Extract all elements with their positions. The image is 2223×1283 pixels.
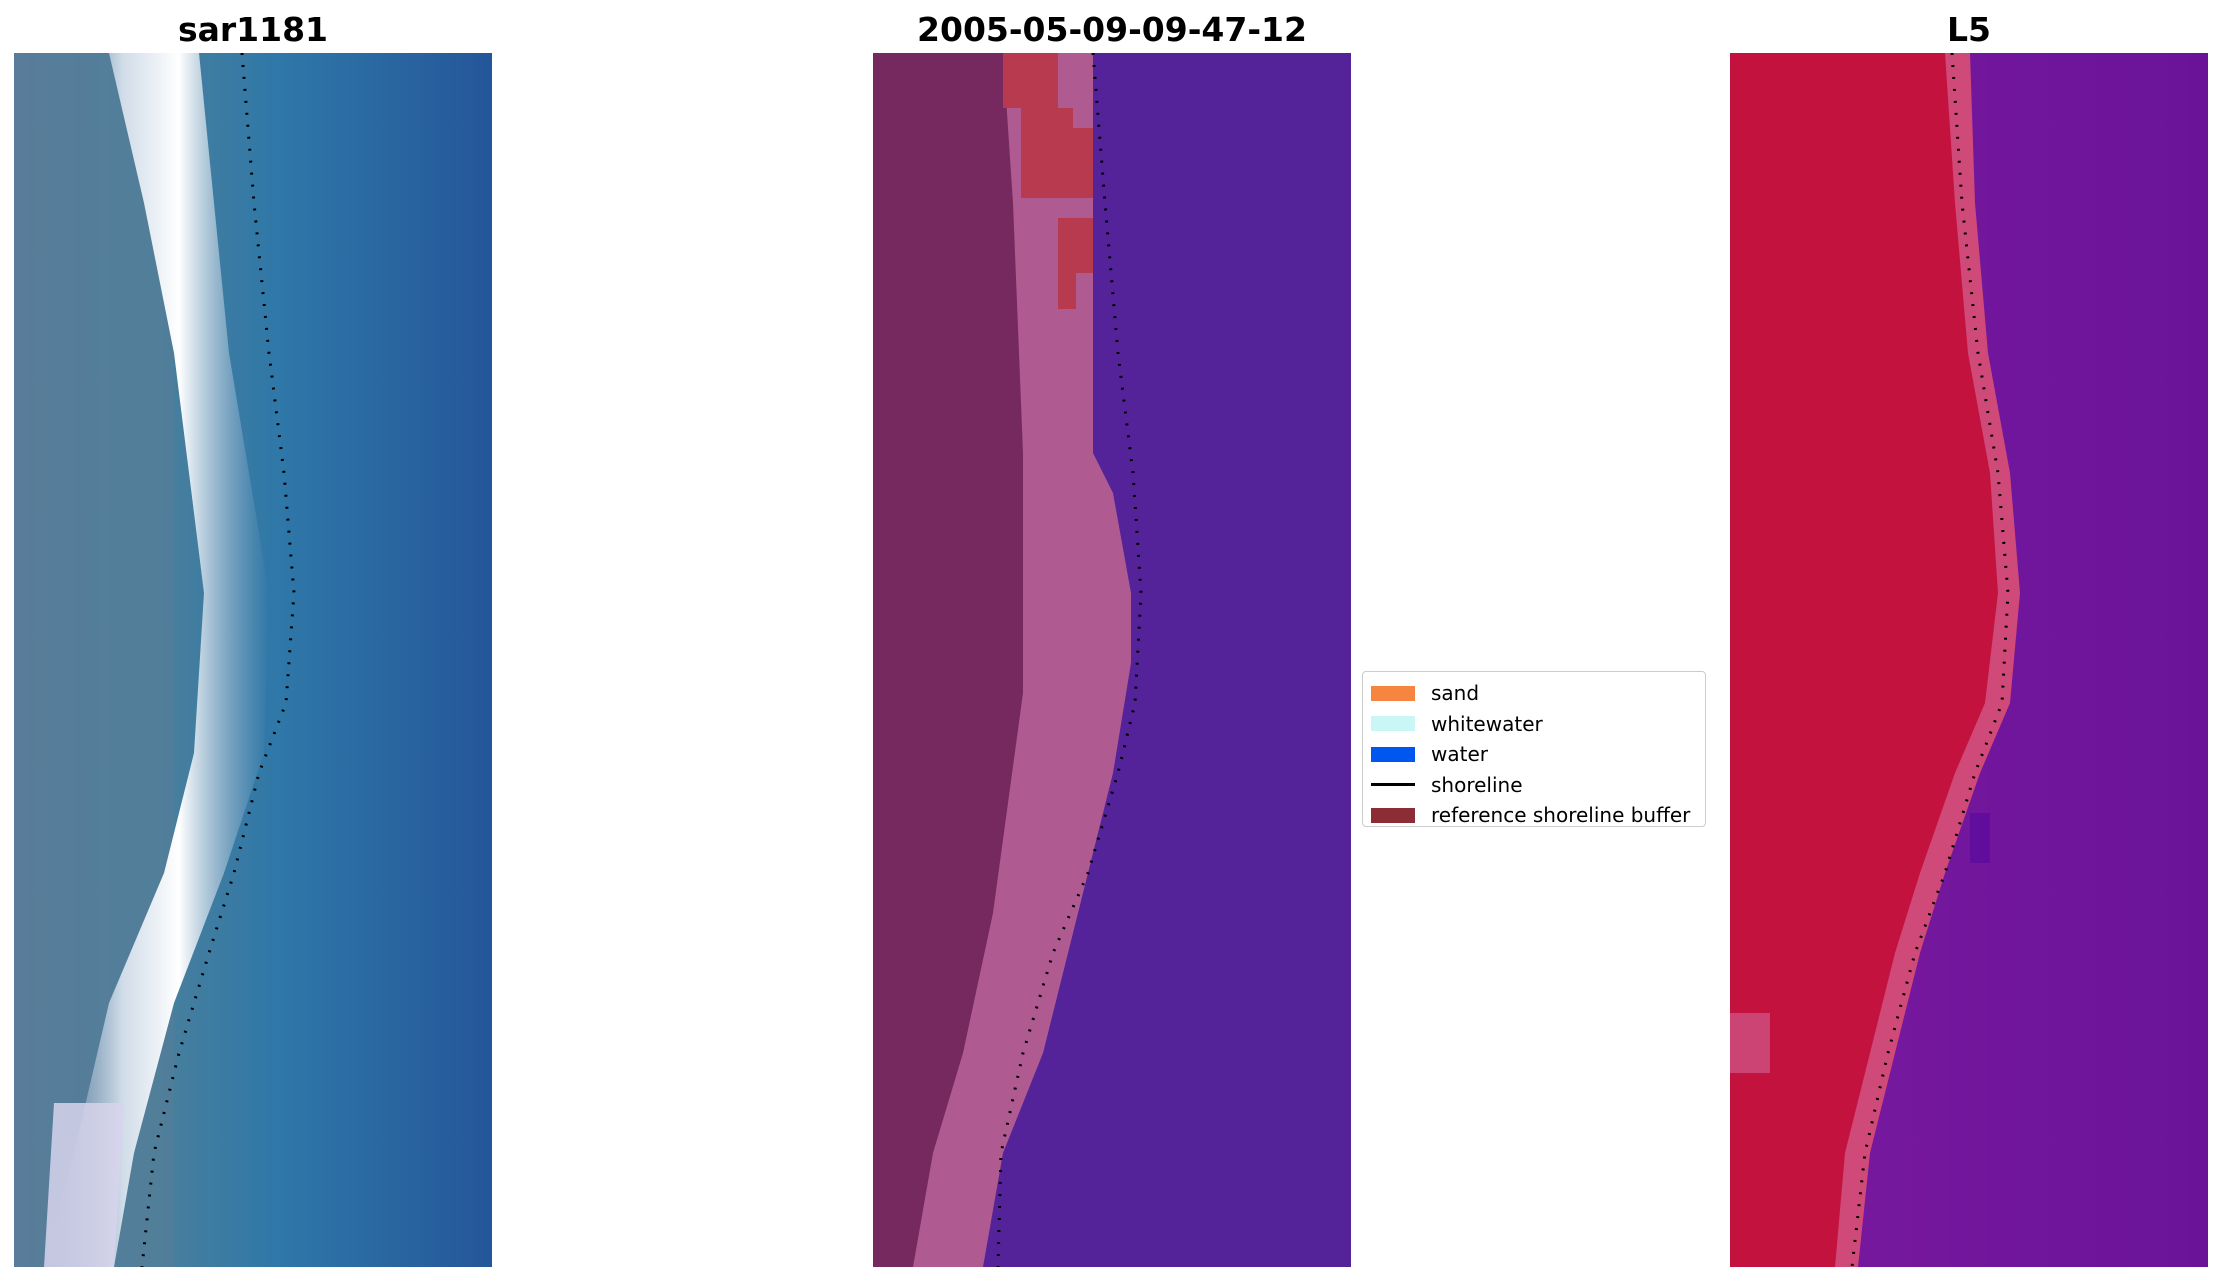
- panel-title-index: L5: [1947, 10, 1991, 49]
- whitewater-swatch: [1371, 716, 1415, 732]
- legend-item-whitewater: whitewater: [1371, 709, 1697, 740]
- legend-label: reference shoreline buffer: [1431, 803, 1691, 828]
- legend-item-shoreline: shoreline: [1371, 770, 1697, 801]
- index-image-panel: [1730, 53, 2208, 1267]
- classified-image: [873, 53, 1351, 1267]
- shoreline-line-icon: [1371, 783, 1415, 787]
- classified-image-panel: [873, 53, 1351, 1267]
- rgb-image-panel: [14, 53, 492, 1267]
- buffer-patch: [1003, 53, 1058, 108]
- sand-swatch: [1371, 685, 1415, 701]
- legend-label: shoreline: [1431, 772, 1523, 797]
- index-image: [1730, 53, 2208, 1267]
- legend-label: water: [1431, 742, 1488, 767]
- shoreline-line: [140, 53, 296, 1267]
- legend-item-sand: sand: [1371, 678, 1697, 709]
- legend-item-reference-buffer: reference shoreline buffer: [1371, 800, 1697, 831]
- legend-label: sand: [1431, 681, 1480, 706]
- water-swatch: [1371, 746, 1415, 762]
- legend-label: whitewater: [1431, 711, 1543, 736]
- panel-title-classified: 2005-05-09-09-47-12: [917, 10, 1307, 49]
- rgb-image: [14, 53, 492, 1267]
- legend: sand whitewater water shoreline referenc…: [1362, 671, 1706, 827]
- legend-item-water: water: [1371, 739, 1697, 770]
- shoreline-line: [1850, 53, 2010, 1267]
- reference-buffer-swatch: [1371, 807, 1415, 823]
- panel-title-rgb: sar1181: [177, 10, 329, 49]
